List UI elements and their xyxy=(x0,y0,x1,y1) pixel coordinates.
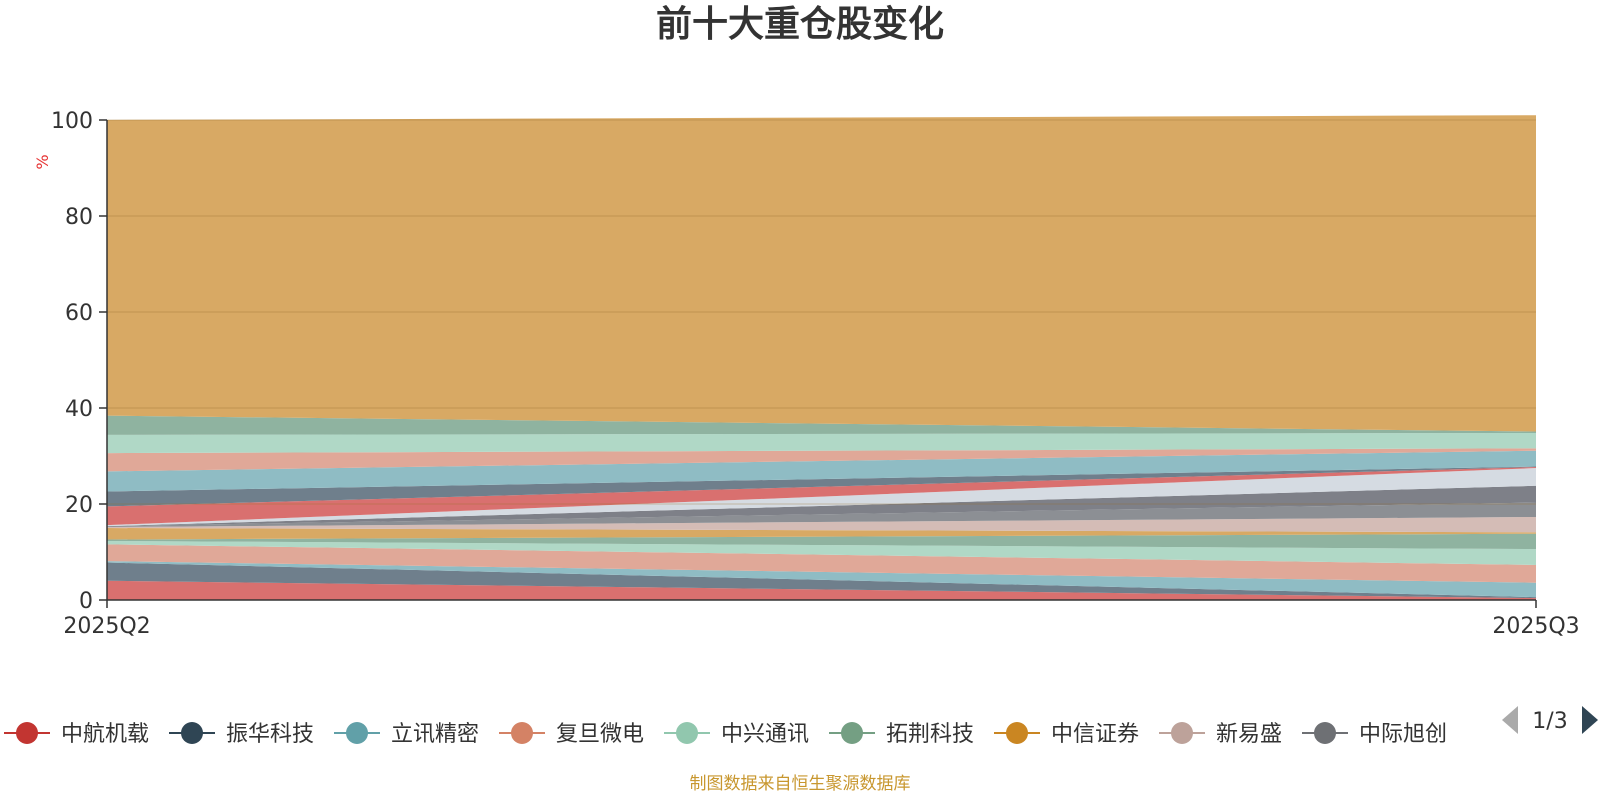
y-tick-label: 80 xyxy=(65,205,93,230)
area-series-3[interactable] xyxy=(107,561,1536,598)
legend-next-page-icon[interactable] xyxy=(1582,706,1598,734)
chart-title: 前十大重仓股变化 xyxy=(656,3,944,45)
legend-label: 中信证券 xyxy=(1051,722,1139,747)
y-tick-label: 0 xyxy=(79,589,93,614)
legend-circle-icon xyxy=(181,722,203,744)
legend[interactable]: 中航机载 振华科技 立讯精密 复旦微电 中兴通讯 拓荆科技 中信证券 新易盛 中际旭创 xyxy=(4,722,1447,747)
area-series[interactable] xyxy=(107,115,1536,600)
legend-item[interactable]: 中航机载 xyxy=(4,722,149,747)
legend-label: 拓荆科技 xyxy=(886,722,974,747)
legend-circle-icon xyxy=(841,722,863,744)
legend-label: 新易盛 xyxy=(1216,722,1282,747)
legend-circle-icon xyxy=(511,722,533,744)
area-series-8[interactable] xyxy=(107,516,1536,533)
y-tick-label: 100 xyxy=(51,109,93,134)
area-series-9[interactable] xyxy=(107,502,1536,528)
legend-label: 中航机载 xyxy=(61,722,149,747)
area-series-11[interactable] xyxy=(107,468,1536,527)
area-series-18[interactable] xyxy=(107,115,1536,432)
data-source-note: 制图数据来自恒生聚源数据库 xyxy=(690,774,911,794)
area-series-13[interactable] xyxy=(107,466,1536,507)
area-series-1[interactable] xyxy=(107,580,1536,600)
area-series-15[interactable] xyxy=(107,448,1536,472)
legend-circle-icon xyxy=(1171,722,1193,744)
area-series-12[interactable] xyxy=(107,467,1536,526)
x-tick-label: 2025Q2 xyxy=(63,614,150,639)
legend-circle-icon xyxy=(1314,722,1336,744)
area-series-14[interactable] xyxy=(107,450,1536,492)
legend-item[interactable]: 中际旭创 xyxy=(1302,722,1447,747)
y-axis-unit: % xyxy=(33,154,52,169)
legend-label: 复旦微电 xyxy=(556,722,644,747)
legend-circle-icon xyxy=(1006,722,1028,744)
legend-circle-icon xyxy=(676,722,698,744)
legend-label: 立讯精密 xyxy=(391,722,479,747)
legend-label: 振华科技 xyxy=(226,722,314,747)
legend-label: 中兴通讯 xyxy=(721,722,809,747)
legend-item[interactable]: 复旦微电 xyxy=(499,722,644,747)
legend-pager[interactable]: 1/3 xyxy=(1502,706,1598,734)
legend-circle-icon xyxy=(346,722,368,744)
legend-item[interactable]: 振华科技 xyxy=(169,722,314,747)
legend-circle-icon xyxy=(16,722,38,744)
axes: 0 20 40 60 80 100 2025Q2 2025Q3 xyxy=(51,109,1580,639)
area-series-5[interactable] xyxy=(107,540,1536,565)
legend-item[interactable]: 中兴通讯 xyxy=(664,722,809,747)
legend-label: 中际旭创 xyxy=(1359,722,1447,747)
y-tick-label: 40 xyxy=(65,397,93,422)
area-series-2[interactable] xyxy=(107,562,1536,599)
legend-prev-page-icon[interactable] xyxy=(1502,706,1518,734)
x-tick-label: 2025Q3 xyxy=(1492,614,1579,639)
y-tick-label: 60 xyxy=(65,301,93,326)
area-series-4[interactable] xyxy=(107,544,1536,583)
legend-item[interactable]: 中信证券 xyxy=(994,722,1139,747)
area-series-6[interactable] xyxy=(107,533,1536,550)
y-tick-label: 20 xyxy=(65,493,93,518)
legend-item[interactable]: 拓荆科技 xyxy=(829,722,974,747)
legend-item[interactable]: 立讯精密 xyxy=(334,722,479,747)
area-series-7[interactable] xyxy=(107,528,1536,540)
area-series-17[interactable] xyxy=(107,415,1536,435)
area-series-16[interactable] xyxy=(107,432,1536,454)
legend-item[interactable]: 新易盛 xyxy=(1159,722,1282,747)
legend-page-indicator: 1/3 xyxy=(1532,709,1567,734)
grid-lines xyxy=(107,119,1536,505)
